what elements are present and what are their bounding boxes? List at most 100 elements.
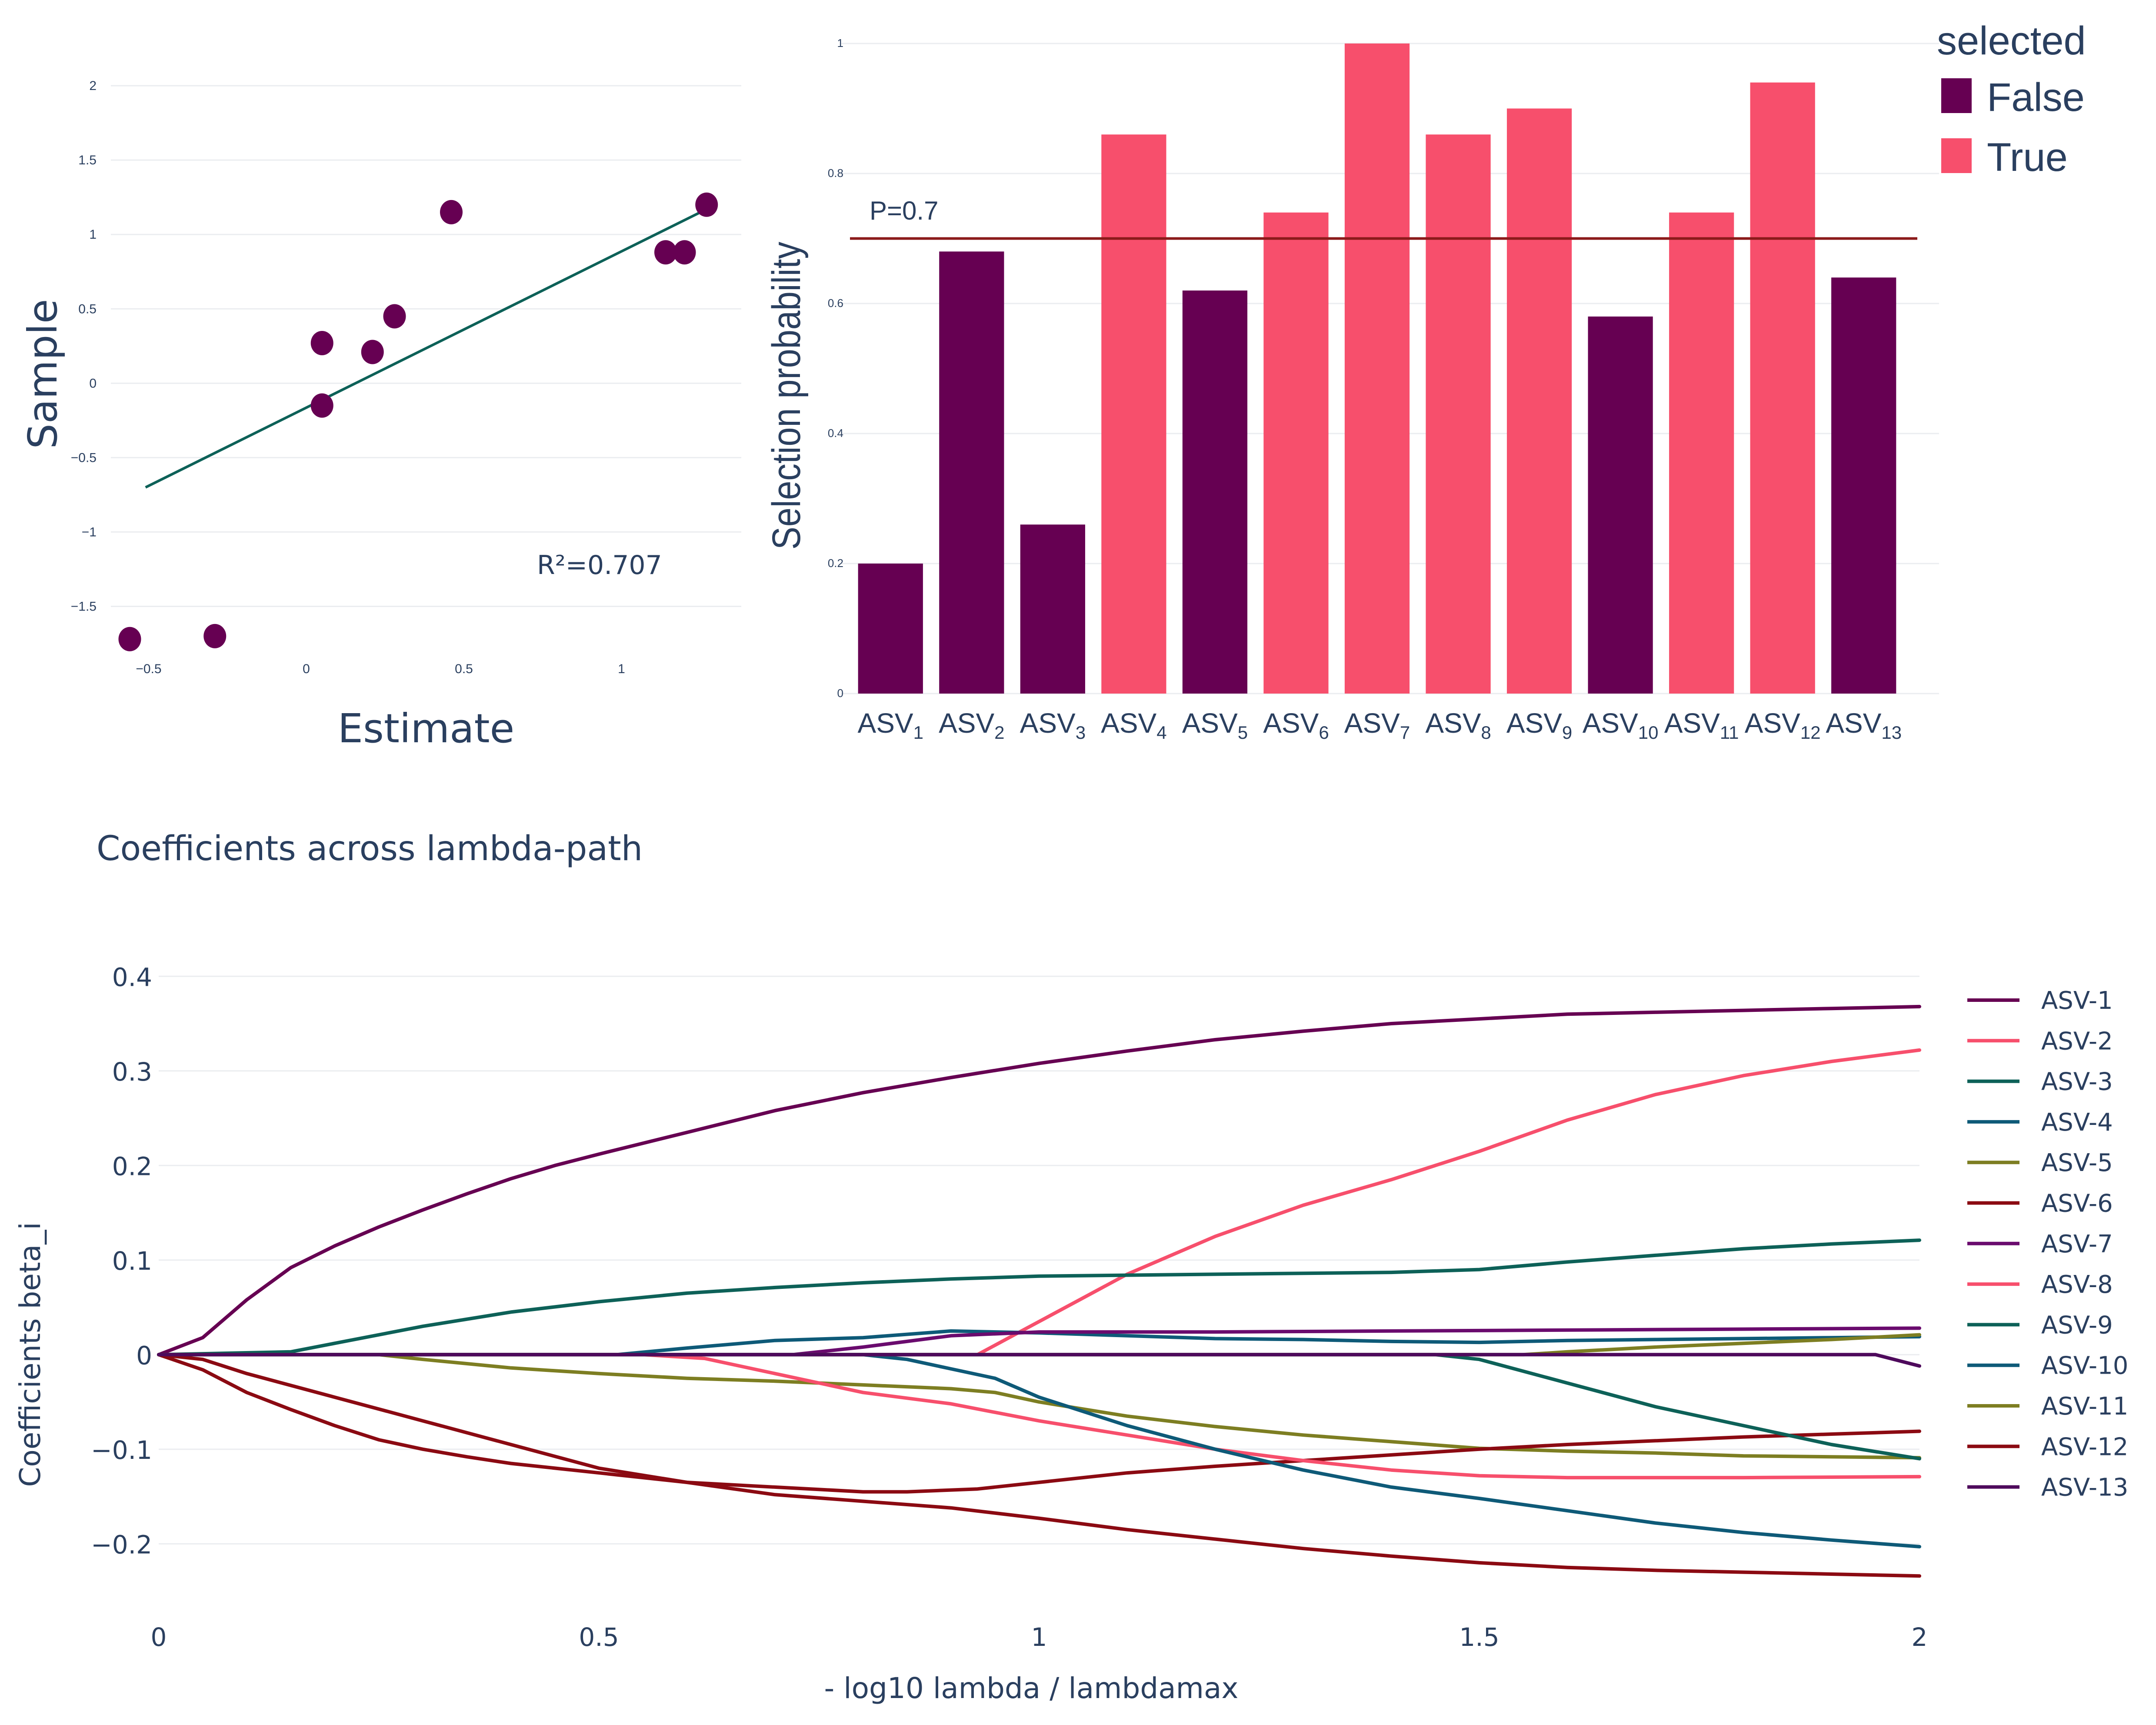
line-series-asv-12 [157,1353,1921,1578]
scatter-y-axis-title: Sample [20,299,66,449]
bar-x-tick-label: ASV8 [1425,707,1491,743]
scatter-x-ticks: −0.5 0 0.5 1 [136,662,625,676]
bar-x-tick-label: ASV7 [1344,707,1410,743]
scatter-point [654,240,677,265]
scatter-x-tick-label: 0.5 [455,662,473,676]
legend-item-label[interactable]: ASV-7 [2041,1230,2113,1258]
legend-title: selected [1937,19,2086,63]
bar-asv-3 [1020,524,1085,694]
bar-y-axis-title: Selection probability [764,242,809,550]
scatter-point [673,240,696,265]
line-x-tick-label: 2 [1912,1622,1928,1652]
line-series-asv-11 [157,1333,1921,1357]
legend-item-label[interactable]: ASV-8 [2041,1271,2113,1299]
line-y-tick-label: −0.1 [91,1435,152,1465]
line-y-tick-label: 0.3 [112,1057,152,1087]
legend-item-label[interactable]: ASV-13 [2041,1474,2128,1502]
scatter-y-tick-label: −1 [82,525,97,539]
r-squared-annotation: R²=0.707 [537,550,662,581]
legend-item-label[interactable]: ASV-12 [2041,1433,2128,1461]
line-x-tick-label: 1.5 [1459,1622,1499,1652]
line-x-tick-label: 0 [151,1622,167,1652]
line-x-tick-label: 1 [1031,1622,1047,1652]
bar-x-tick-label: ASV10 [1583,707,1659,743]
bar-asv-2 [939,251,1004,694]
bar-y-tick-label: 0.4 [828,427,843,440]
bar-x-tick-label: ASV12 [1745,707,1821,743]
legend-swatch-true [1941,138,1972,173]
line-series-asv-5 [157,1353,1921,1460]
legend-item-label[interactable]: ASV-3 [2041,1068,2113,1096]
legend-item-label[interactable]: ASV-6 [2041,1190,2113,1218]
scatter-x-tick-label: 0 [303,662,310,676]
legend-label-true[interactable]: True [1987,135,2068,180]
bar-x-tick-label: ASV11 [1664,707,1739,743]
bar-series [858,43,1896,694]
scatter-point [383,304,406,329]
line-y-axis-title: Coefficients beta_i [13,1222,47,1487]
scatter-point [118,627,141,651]
scatter-y-tick-label: 2 [89,79,97,93]
scatter-y-tick-label: 0 [89,376,97,390]
legend-item-label[interactable]: ASV-11 [2041,1392,2128,1421]
bar-y-tick-label: 0.6 [828,297,843,310]
line-y-ticks: −0.2 −0.1 0 0.1 0.2 0.3 0.4 [91,962,152,1559]
bar-asv-8 [1426,134,1491,694]
bar-x-tick-label: ASV3 [1020,707,1086,743]
scatter-y-tick-label: 0.5 [78,302,97,316]
scatter-x-tick-label: 1 [618,662,625,676]
bar-panel: 00.20.40.60.81 ASV1 ASV2 ASV3 ASV4 ASV5 ASV6 A… [764,19,2086,743]
line-series-asv-6 [157,1353,1921,1494]
line-series-asv-9 [157,1353,1921,1461]
bar-x-tick-label: ASV2 [939,707,1004,743]
bar-y-tick-label: 0.8 [828,167,843,180]
bar-y-ticks: 0 0.2 0.4 0.6 0.8 1 [828,37,843,700]
line-series-asv-8 [157,1353,1921,1480]
bar-x-tick-label: ASV13 [1826,707,1902,743]
scatter-point [203,624,227,648]
line-y-tick-label: −0.2 [91,1530,152,1559]
legend-swatch-false [1941,78,1972,113]
bar-asv-4 [1101,134,1166,694]
bar-asv-9 [1506,108,1572,694]
legend-item-label[interactable]: ASV-10 [2041,1352,2128,1380]
bar-asv-5 [1182,290,1248,694]
bar-x-tick-label: ASV9 [1506,707,1572,743]
scatter-y-tick-label: −1.5 [71,599,97,614]
line-y-tick-label: 0.4 [112,962,152,992]
bar-asv-7 [1344,43,1410,694]
scatter-point [695,192,718,217]
legend-item-label[interactable]: ASV-4 [2041,1108,2113,1137]
bar-asv-13 [1831,277,1896,694]
legend-item-label[interactable]: ASV-2 [2041,1027,2113,1055]
scatter-x-axis-title: Estimate [338,705,514,752]
line-gridlines [159,975,1919,1545]
legend-item-label[interactable]: ASV-1 [2041,987,2113,1015]
line-series [157,1004,1921,1578]
scatter-points [118,192,718,651]
bar-legend[interactable]: selected False True [1937,19,2086,180]
regression-line [145,208,707,489]
line-series-asv-13 [157,1353,1921,1368]
bar-x-tick-label: ASV6 [1263,707,1329,743]
line-series-asv-10 [157,1353,1921,1548]
line-x-ticks: 0 0.5 1 1.5 2 [151,1622,1928,1652]
line-series-asv-2 [157,1048,1921,1357]
legend-item-label[interactable]: ASV-9 [2041,1311,2113,1339]
bar-asv-1 [858,564,923,694]
bar-y-tick-label: 1 [837,37,843,50]
line-x-axis-title: - log10 lambda / lambdamax [824,1672,1239,1705]
bar-x-tick-label: ASV1 [858,707,923,743]
line-legend[interactable]: ASV-1 ASV-2 ASV-3 ASV-4 ASV-5 ASV-6 ASV-7 ASV-8… [1967,987,2128,1502]
scatter-point [310,393,333,418]
line-series-asv-7 [157,1326,1921,1357]
legend-label-false[interactable]: False [1987,75,2085,120]
scatter-y-tick-label: 1 [89,227,97,242]
bar-asv-6 [1263,212,1329,694]
scatter-point [440,200,463,224]
bar-asv-10 [1588,316,1653,694]
scatter-point [361,340,384,364]
bar-x-ticks: ASV1 ASV2 ASV3 ASV4 ASV5 ASV6 ASV7 ASV8 ASV9 ASV1… [858,707,1902,743]
legend-item-label[interactable]: ASV-5 [2041,1149,2113,1177]
